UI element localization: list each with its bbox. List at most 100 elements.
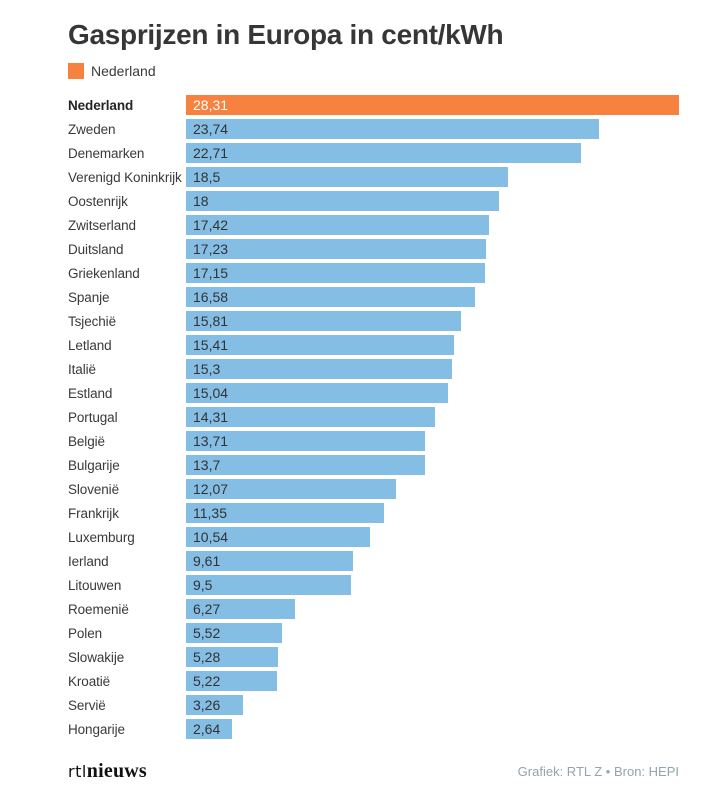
bar-track: 14,31 [186, 407, 679, 427]
chart-row: Roemenië 6,27 [68, 597, 679, 621]
bar: 12,07 [186, 479, 397, 499]
bar-track: 23,74 [186, 119, 679, 139]
bar-value-label: 13,7 [193, 457, 221, 473]
bar-track: 17,15 [186, 263, 679, 283]
bar-value-label: 9,61 [193, 553, 221, 569]
chart-row: Italië 15,3 [68, 357, 679, 381]
bar: 17,23 [186, 239, 487, 259]
country-label: Letland [68, 337, 112, 353]
country-label: Luxemburg [68, 529, 135, 545]
bar: 10,54 [186, 527, 370, 547]
chart-row: Hongarije 2,64 [68, 717, 679, 741]
bar-track: 17,23 [186, 239, 679, 259]
bar: 5,22 [186, 671, 277, 691]
bar-value-label: 18,5 [193, 169, 221, 185]
bar-value-label: 5,28 [193, 649, 221, 665]
source-credit: Grafiek: RTL Z • Bron: HEPI [517, 763, 679, 779]
bar: 16,58 [186, 287, 475, 307]
chart-row: Verenigd Koninkrijk 18,5 [68, 165, 679, 189]
chart-row: Tsjechië 15,81 [68, 309, 679, 333]
bar: 28,31 [186, 95, 679, 115]
country-label: Verenigd Koninkrijk [68, 169, 182, 185]
country-label: Tsjechië [68, 313, 116, 329]
legend-color-swatch [68, 63, 84, 79]
bar: 23,74 [186, 119, 600, 139]
bar-value-label: 17,15 [193, 265, 229, 281]
bar-track: 11,35 [186, 503, 679, 523]
chart-row: Zweden 23,74 [68, 117, 679, 141]
bar-track: 16,58 [186, 287, 679, 307]
bar-value-label: 15,3 [193, 361, 221, 377]
rtl-nieuws-logo: rtl nieuws [68, 760, 147, 783]
chart-title: Gasprijzen in Europa in cent/kWh [68, 19, 504, 50]
chart-row: Litouwen 9,5 [68, 573, 679, 597]
bar-value-label: 14,31 [193, 409, 229, 425]
bar-track: 5,22 [186, 671, 679, 691]
country-label: Duitsland [68, 241, 124, 257]
chart-row: Slowakije 5,28 [68, 645, 679, 669]
bar: 5,52 [186, 623, 283, 643]
country-label: Zwitserland [68, 217, 136, 233]
bar: 17,42 [186, 215, 490, 235]
bar-value-label: 13,71 [193, 433, 229, 449]
bar: 15,04 [186, 383, 448, 403]
bar-track: 15,81 [186, 311, 679, 331]
bar-track: 18,5 [186, 167, 679, 187]
bar: 5,28 [186, 647, 278, 667]
footer: rtl nieuws Grafiek: RTL Z • Bron: HEPI [68, 758, 679, 784]
bar-value-label: 22,71 [193, 145, 229, 161]
bar: 18,5 [186, 167, 509, 187]
bar-value-label: 15,81 [193, 313, 229, 329]
chart-row: Luxemburg 10,54 [68, 525, 679, 549]
chart-row: Bulgarije 13,7 [68, 453, 679, 477]
bar: 15,41 [186, 335, 455, 355]
bar-value-label: 16,58 [193, 289, 229, 305]
bar-value-label: 5,22 [193, 673, 221, 689]
bar-chart: Nederland 28,31 Zweden 23,74 Denemarken … [68, 93, 679, 741]
country-label: Slovenië [68, 481, 119, 497]
country-label: Denemarken [68, 145, 145, 161]
chart-row: Estland 15,04 [68, 381, 679, 405]
nieuws-logo-text: nieuws [86, 759, 147, 782]
bar: 22,71 [186, 143, 582, 163]
chart-row: Ierland 9,61 [68, 549, 679, 573]
bar-track: 18 [186, 191, 679, 211]
country-label: Ierland [68, 553, 109, 569]
bar-track: 9,5 [186, 575, 679, 595]
bar-value-label: 15,04 [193, 385, 229, 401]
bar-track: 12,07 [186, 479, 679, 499]
bar-value-label: 10,54 [193, 529, 229, 545]
bar: 18 [186, 191, 500, 211]
bar-track: 22,71 [186, 143, 679, 163]
country-label: Portugal [68, 409, 118, 425]
country-label: Estland [68, 385, 113, 401]
bar-track: 3,26 [186, 695, 679, 715]
bar-track: 2,64 [186, 719, 679, 739]
country-label: Roemenië [68, 601, 129, 617]
bar-value-label: 15,41 [193, 337, 229, 353]
bar: 15,3 [186, 359, 453, 379]
bar-value-label: 5,52 [193, 625, 221, 641]
chart-row: Nederland 28,31 [68, 93, 679, 117]
bar: 9,5 [186, 575, 352, 595]
bar-track: 5,28 [186, 647, 679, 667]
chart-row: België 13,71 [68, 429, 679, 453]
bar: 9,61 [186, 551, 354, 571]
chart-row: Spanje 16,58 [68, 285, 679, 309]
bar-value-label: 11,35 [193, 505, 227, 521]
bar-value-label: 9,5 [193, 577, 213, 593]
chart-row: Slovenië 12,07 [68, 477, 679, 501]
country-label: Slowakije [68, 649, 125, 665]
bar: 13,7 [186, 455, 425, 475]
bar-track: 28,31 [186, 95, 679, 115]
bar-value-label: 18 [193, 193, 209, 209]
chart-row: Frankrijk 11,35 [68, 501, 679, 525]
bar-track: 13,71 [186, 431, 679, 451]
bar-value-label: 17,23 [193, 241, 229, 257]
chart-row: Polen 5,52 [68, 621, 679, 645]
bar: 17,15 [186, 263, 485, 283]
chart-row: Denemarken 22,71 [68, 141, 679, 165]
bar-track: 15,3 [186, 359, 679, 379]
bar-value-label: 3,26 [193, 697, 221, 713]
rtl-logo-text: rtl [68, 761, 87, 781]
